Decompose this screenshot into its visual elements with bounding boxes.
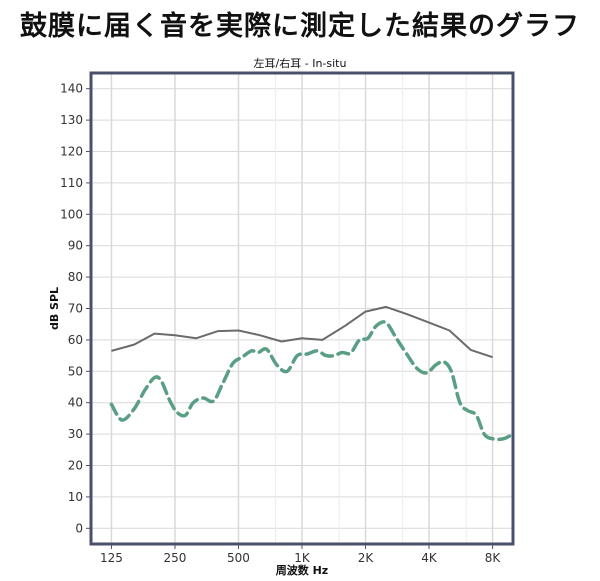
- y-tick-label: 60: [68, 333, 83, 347]
- y-tick-label: 50: [68, 364, 83, 378]
- y-tick-label: 40: [68, 396, 83, 410]
- y-tick-label: 120: [60, 145, 83, 159]
- x-tick-label: 2K: [358, 551, 375, 565]
- y-axis-label: dB SPL: [48, 287, 61, 330]
- x-tick-label: 4K: [421, 551, 438, 565]
- x-tick-label: 1K: [294, 551, 311, 565]
- y-tick-label: 130: [60, 113, 83, 127]
- y-tick-label: 110: [60, 176, 83, 190]
- y-tick-label: 80: [68, 270, 83, 284]
- y-tick-label: 10: [68, 490, 83, 504]
- grid-layer: [91, 73, 513, 544]
- chart-container: 左耳/右耳 - In-situ 0 10 20 30 40 50 60 70 80 90 100 11…: [0, 52, 600, 577]
- y-tick-label: 0: [75, 521, 83, 535]
- page-title: 鼓膜に届く音を実際に測定した結果のグラフ: [20, 11, 580, 42]
- y-tick-label: 90: [68, 239, 83, 253]
- y-tick-label: 70: [68, 302, 83, 316]
- axis-layer: 0 10 20 30 40 50 60 70 80 90 100 110 120 130 140 125 250…: [60, 82, 501, 565]
- x-tick-label: 8K: [485, 551, 502, 565]
- y-tick-label: 20: [68, 459, 83, 473]
- x-tick-label: 250: [164, 551, 187, 565]
- y-tick-label: 140: [60, 82, 83, 96]
- series-layer: [109, 305, 513, 442]
- chart-svg: 左耳/右耳 - In-situ 0 10 20 30 40 50 60 70 80 90 100 11…: [48, 56, 515, 577]
- y-tick-label: 100: [60, 207, 83, 221]
- x-axis-label: 周波数 Hz: [276, 563, 328, 577]
- y-tick-label: 30: [68, 427, 83, 441]
- x-tick-label: 500: [227, 551, 250, 565]
- series-line-green-dashed: [109, 320, 513, 442]
- chart-title: 左耳/右耳 - In-situ: [254, 56, 347, 70]
- series-line-gray-solid: [111, 305, 493, 359]
- x-tick-label: 125: [100, 551, 123, 565]
